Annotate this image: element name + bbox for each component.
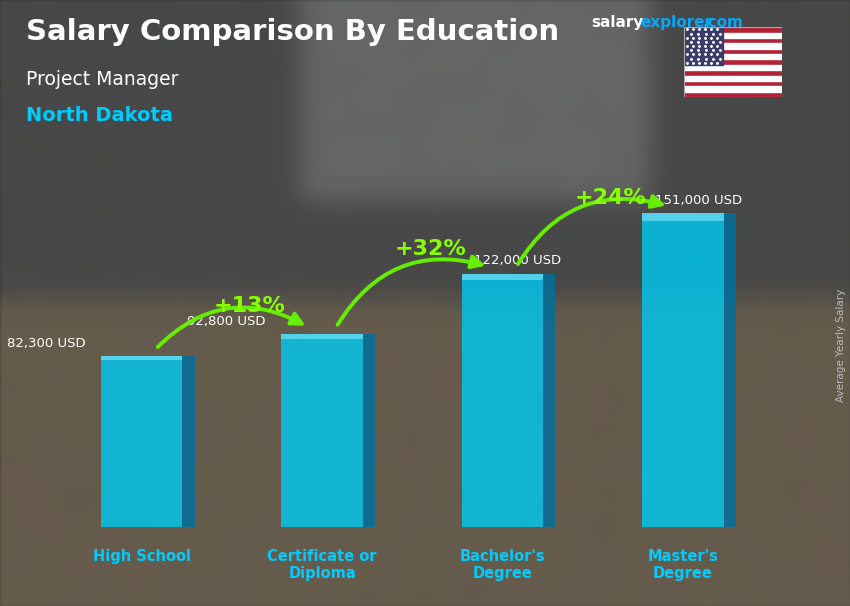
Text: North Dakota: North Dakota xyxy=(26,106,173,125)
Text: High School: High School xyxy=(93,549,190,564)
Text: explorer: explorer xyxy=(640,15,712,30)
Text: 122,000 USD: 122,000 USD xyxy=(474,254,561,267)
Text: +32%: +32% xyxy=(394,239,466,259)
Bar xyxy=(462,274,543,280)
Text: +24%: +24% xyxy=(575,188,647,208)
Text: Master's
Degree: Master's Degree xyxy=(648,549,718,581)
Bar xyxy=(684,27,723,65)
Polygon shape xyxy=(183,356,195,527)
Text: Average Yearly Salary: Average Yearly Salary xyxy=(836,289,846,402)
Bar xyxy=(281,335,363,339)
Text: 92,800 USD: 92,800 USD xyxy=(187,315,266,328)
Bar xyxy=(684,86,782,92)
Bar xyxy=(684,33,782,38)
Bar xyxy=(101,356,183,527)
Text: Bachelor's
Degree: Bachelor's Degree xyxy=(460,549,545,581)
Bar xyxy=(462,274,543,527)
Bar xyxy=(642,213,723,527)
Polygon shape xyxy=(723,213,736,527)
Text: salary: salary xyxy=(591,15,643,30)
Text: .com: .com xyxy=(702,15,743,30)
Bar xyxy=(684,54,782,59)
Polygon shape xyxy=(363,335,375,527)
Text: Certificate or
Diploma: Certificate or Diploma xyxy=(267,549,377,581)
Bar xyxy=(642,213,723,221)
Bar xyxy=(101,356,183,361)
Text: Project Manager: Project Manager xyxy=(26,70,178,88)
Text: 82,300 USD: 82,300 USD xyxy=(7,337,86,350)
Text: Salary Comparison By Education: Salary Comparison By Education xyxy=(26,18,558,46)
Polygon shape xyxy=(543,274,555,527)
Bar xyxy=(684,76,782,81)
Text: 151,000 USD: 151,000 USD xyxy=(654,194,742,207)
Bar xyxy=(281,335,363,527)
Bar xyxy=(684,65,782,70)
Text: +13%: +13% xyxy=(214,296,286,316)
Bar xyxy=(684,44,782,48)
